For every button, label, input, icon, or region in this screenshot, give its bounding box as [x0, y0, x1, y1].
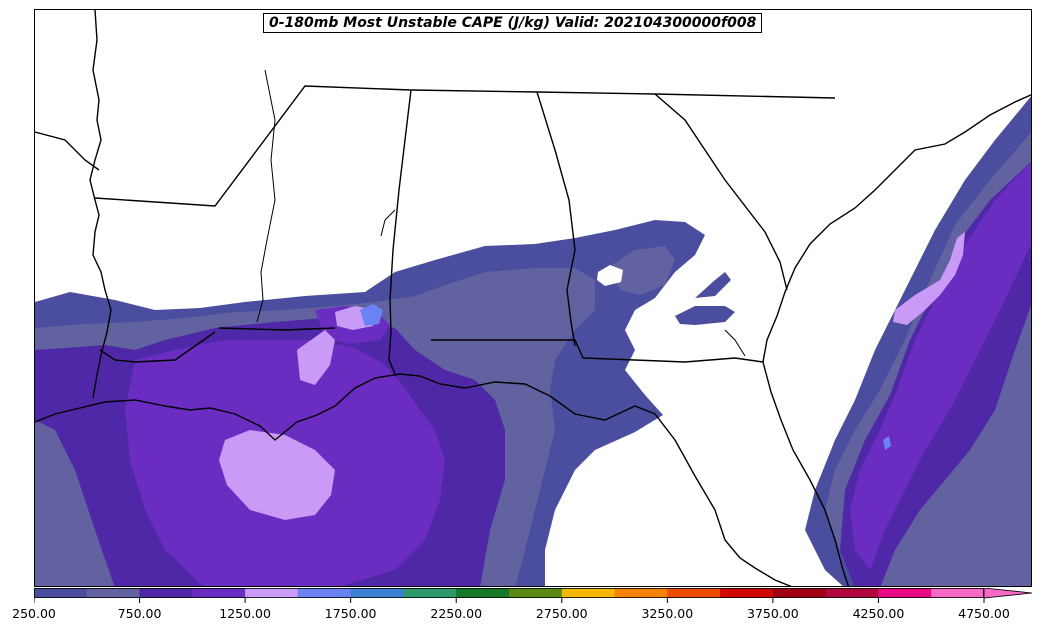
colorbar-tick-label: 4250.00	[852, 606, 905, 621]
colorbar	[34, 588, 1033, 603]
colorbar-swatch	[245, 588, 299, 598]
colorbar-swatch	[86, 588, 141, 598]
colorbar-tick-label: 3750.00	[747, 606, 799, 621]
cape-shading	[35, 96, 1031, 586]
colorbar-tick-label: 4750.00	[958, 606, 1010, 621]
colorbar-swatch	[667, 588, 721, 598]
colorbar-tick-label: 1750.00	[324, 606, 377, 621]
colorbar-swatch	[931, 588, 985, 598]
colorbar-tick-label: 2250.00	[430, 606, 483, 621]
map-panel	[34, 9, 1032, 587]
colorbar-swatch	[561, 588, 616, 598]
colorbar-swatch	[772, 588, 827, 598]
colorbar-extend-arrow	[983, 588, 1033, 599]
colorbar-tick-label: 2750.00	[535, 606, 588, 621]
colorbar-swatch	[350, 588, 404, 598]
river-lines	[256, 69, 746, 357]
colorbar-tick-label: 750.00	[117, 606, 162, 621]
coastlines-and-borders	[35, 10, 1031, 586]
colorbar-tick-label: 1250.00	[219, 606, 271, 621]
colorbar-swatch	[34, 588, 88, 598]
colorbar-swatch	[825, 588, 879, 598]
colorbar-swatch	[297, 588, 352, 598]
colorbar-outline	[34, 588, 984, 598]
colorbar-tick-label: 3250.00	[641, 606, 694, 621]
colorbar-tick-label: 250.00	[12, 606, 56, 621]
colorbar-swatch	[614, 588, 668, 598]
colorbar-swatch	[720, 588, 774, 598]
colorbar-swatch	[509, 588, 563, 598]
colorbar-swatch	[403, 588, 457, 598]
colorbar-swatch	[456, 588, 510, 598]
map-title: 0-180mb Most Unstable CAPE (J/kg) Valid:…	[263, 13, 763, 33]
cape-map	[35, 10, 1031, 586]
colorbar-swatch	[192, 588, 246, 598]
colorbar-swatch	[878, 588, 932, 598]
colorbar-swatch	[139, 588, 193, 598]
